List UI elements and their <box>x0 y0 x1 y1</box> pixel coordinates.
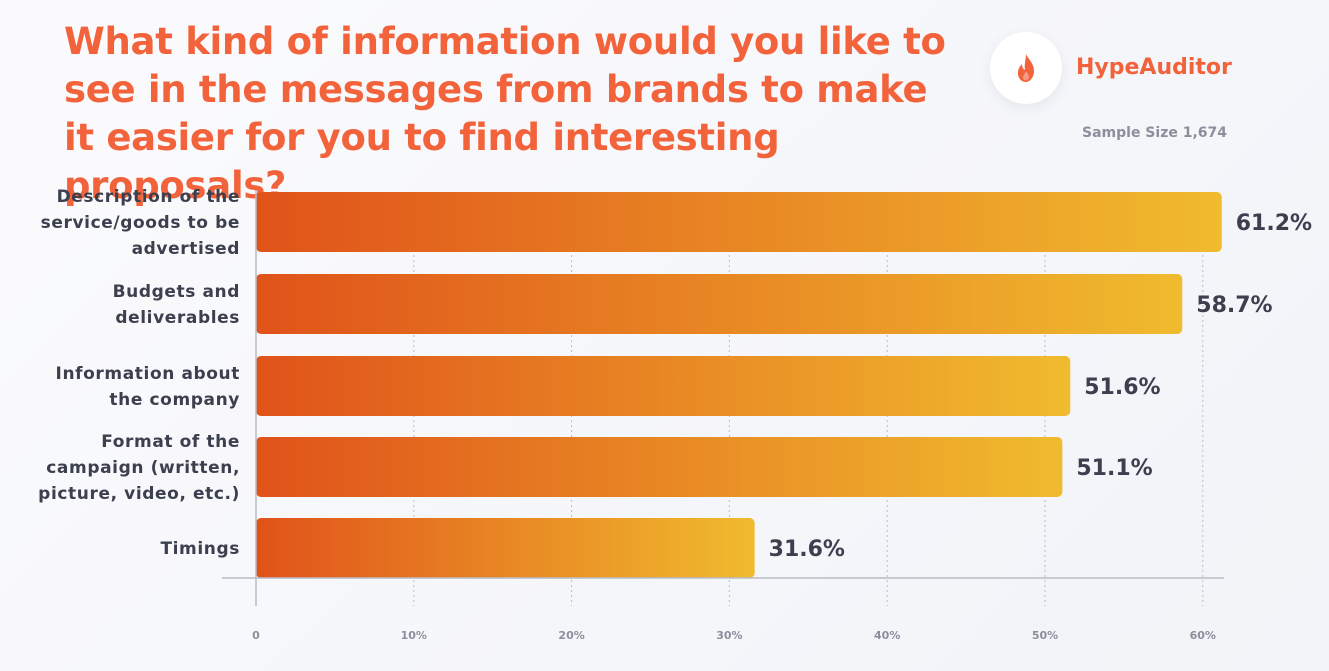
category-labels: Description of the service/goods to be adv… <box>38 187 240 559</box>
flame-icon <box>1018 54 1034 82</box>
bar <box>256 356 1071 416</box>
value-label: 58.7% <box>1196 293 1272 318</box>
category-label: Description of the service/goods to be adv… <box>41 187 240 259</box>
bar <box>256 518 755 578</box>
chart-title: What kind of information would you like … <box>64 20 946 207</box>
gridlines <box>413 255 1204 606</box>
bar <box>256 192 1222 252</box>
category-label: Timings <box>160 539 240 559</box>
value-label: 61.2% <box>1236 211 1312 236</box>
x-tick-label: 40% <box>874 629 900 642</box>
x-tick-label: 30% <box>716 629 742 642</box>
x-tick-label: 10% <box>401 629 427 642</box>
bar <box>256 274 1183 334</box>
value-label: 51.1% <box>1076 456 1152 481</box>
bar <box>256 437 1063 497</box>
category-label: Format of the campaign (written, picture, … <box>38 432 240 504</box>
value-label: 31.6% <box>769 537 845 562</box>
value-labels: 61.2% 58.7% 51.6% 51.1% 31.6% <box>769 211 1312 562</box>
sample-size: Sample Size 1,674 <box>1082 125 1227 141</box>
x-tick-label: 20% <box>558 629 584 642</box>
bars <box>256 192 1222 578</box>
category-label: Information about the company <box>56 364 240 410</box>
brand-name: HypeAuditor <box>1076 55 1232 80</box>
logo <box>990 32 1062 104</box>
x-tick-label: 60% <box>1190 629 1216 642</box>
value-label: 51.6% <box>1084 375 1160 400</box>
x-tick-label: 50% <box>1032 629 1058 642</box>
x-tick-labels: 0 10% 20% 30% 40% 50% 60% <box>252 629 1216 642</box>
category-label: Budgets and deliverables <box>113 282 240 328</box>
x-tick-label: 0 <box>252 629 260 642</box>
